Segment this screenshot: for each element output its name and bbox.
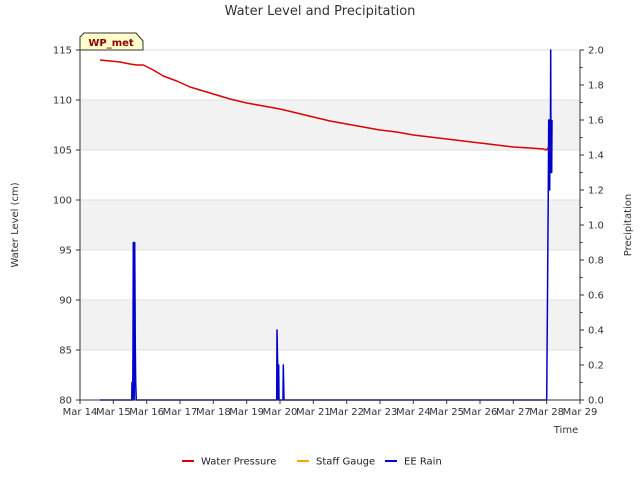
x-tick-label: Mar 27: [496, 407, 531, 418]
legend-label: EE Rain: [404, 457, 442, 468]
y-tick-label: 115: [53, 46, 72, 57]
y-tick-label: 105: [53, 146, 72, 157]
y2-tick-label: 0.8: [588, 256, 604, 267]
x-tick-label: Mar 18: [196, 407, 231, 418]
station-badge: WP_met: [79, 32, 144, 51]
y2-tick-label: 0.4: [588, 326, 604, 337]
x-tick-label: Mar 16: [129, 407, 164, 418]
x-axis-title: Time: [553, 425, 578, 436]
y2-axis-ticks: 0.0 0.2 0.4 0.6 0.8 1.0 1.2 1.4 1.6 1.8 2.0: [580, 46, 604, 407]
y2-tick-label: 1.2: [588, 186, 604, 197]
x-tick-label: Mar 23: [363, 407, 398, 418]
y-tick-label: 100: [53, 196, 72, 207]
y2-tick-label: 1.8: [588, 81, 604, 92]
series-line-water-pressure: [99, 59, 553, 151]
y2-axis-title: Precipitation: [623, 194, 634, 257]
legend-item-water-pressure: Water Pressure: [182, 457, 276, 468]
legend-item-staff-gauge: Staff Gauge: [297, 457, 375, 468]
y2-tick-label: 1.6: [588, 116, 604, 127]
x-tick-label: Mar 29: [563, 407, 598, 418]
grid-bands: [80, 50, 580, 400]
y-tick-label: 110: [53, 96, 72, 107]
y-axis-title: Water Level (cm): [10, 182, 21, 267]
y2-tick-label: 1.4: [588, 151, 604, 162]
legend-label: Staff Gauge: [316, 457, 375, 468]
x-tick-label: Mar 14: [63, 407, 98, 418]
x-tick-label: Mar 20: [263, 407, 298, 418]
y2-tick-label: 0.0: [588, 396, 604, 407]
y-tick-label: 90: [59, 296, 72, 307]
y2-tick-label: 1.0: [588, 221, 604, 232]
y-axis-ticks: 80 85 90 95 100 105 110 115: [53, 46, 80, 407]
y2-tick-label: 2.0: [588, 46, 604, 57]
x-tick-label: Mar 24: [396, 407, 431, 418]
grid-band: [80, 200, 580, 250]
x-tick-label: Mar 25: [429, 407, 464, 418]
x-tick-label: Mar 28: [529, 407, 564, 418]
legend-label: Water Pressure: [201, 457, 276, 468]
y2-tick-label: 0.2: [588, 361, 604, 372]
y-tick-label: 95: [59, 246, 72, 257]
x-tick-label: Mar 26: [463, 407, 498, 418]
y2-tick-label: 0.6: [588, 291, 604, 302]
y-tick-label: 85: [59, 346, 72, 357]
y-tick-label: 80: [59, 396, 72, 407]
grid-band: [80, 300, 580, 350]
x-tick-label: Mar 17: [163, 407, 198, 418]
station-badge-label: WP_met: [88, 38, 134, 49]
legend-item-ee-rain: EE Rain: [385, 457, 442, 468]
x-tick-label: Mar 22: [329, 407, 364, 418]
chart-title: Water Level and Precipitation: [225, 4, 416, 19]
x-tick-label: Mar 19: [229, 407, 264, 418]
legend: Water Pressure Staff Gauge EE Rain: [182, 457, 442, 468]
x-tick-label: Mar 21: [296, 407, 331, 418]
grid-band: [80, 100, 580, 150]
x-tick-label: Mar 15: [96, 407, 131, 418]
